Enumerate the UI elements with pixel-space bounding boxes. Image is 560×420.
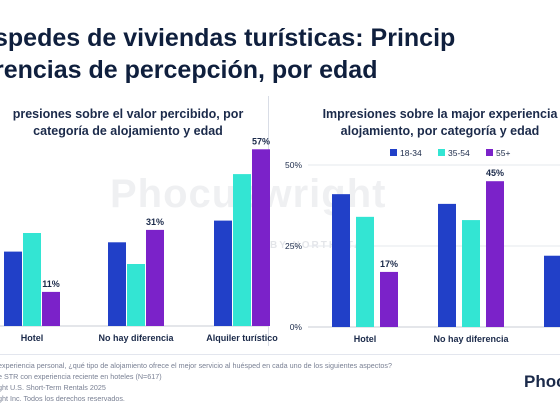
bar [462, 220, 480, 327]
page-title: spedes de viviendas turísticas: Princip … [0, 22, 560, 86]
bar [438, 203, 456, 327]
y-tick-label: 50% [285, 160, 302, 170]
bar [127, 264, 145, 326]
x-tick-label: Hotel [21, 333, 44, 343]
bar [146, 229, 164, 326]
bar [214, 220, 232, 326]
chart-title-experience-line-2: alojamiento, por categoría y edad [340, 124, 540, 138]
bar [4, 251, 22, 326]
bar [252, 149, 270, 326]
chart-title-experience: Impresiones sobre la major experiencia a… [310, 106, 560, 140]
data-label: 17% [380, 259, 398, 269]
bar [380, 271, 398, 327]
data-label: 11% [42, 279, 60, 289]
y-tick-label: 25% [285, 241, 302, 251]
footnote-copyright: ght Inc. Todos los derechos reservados. [0, 394, 125, 403]
x-tick-label: No hay diferencia [98, 333, 174, 343]
legend-swatch [438, 149, 445, 156]
legend-label: 18-34 [400, 148, 422, 158]
bar [332, 194, 350, 327]
data-label: 57% [252, 136, 270, 146]
page-title-line-1: spedes de viviendas turísticas: Princip [0, 24, 456, 52]
footnote-source: ght U.S. Short-Term Rentals 2025 [0, 383, 106, 392]
bar [233, 174, 251, 326]
x-tick-label: No hay diferencia [433, 334, 509, 344]
footnotes: experiencia personal, ¿qué tipo de aloja… [0, 360, 468, 404]
bar [23, 233, 41, 326]
footnote-base: e STR con experiencia reciente en hotele… [0, 372, 162, 381]
chart-panel-experience: Impresiones sobre la major experiencia a… [270, 92, 560, 354]
bar [544, 255, 560, 327]
bar [486, 181, 504, 327]
bar [42, 291, 60, 326]
footnote-question: experiencia personal, ¿qué tipo de aloja… [0, 361, 392, 370]
data-label: 31% [146, 217, 164, 227]
chart-title-value: presiones sobre el valor percibido, por … [8, 106, 248, 140]
chart-title-value-line-2: categoría de alojamiento y edad [33, 124, 223, 138]
footer-divider [0, 354, 560, 355]
chart-title-experience-line-1: Impresiones sobre la major experiencia [322, 107, 558, 121]
chart-title-value-line-1: presiones sobre el valor percibido, por [12, 107, 244, 121]
legend-label: 55+ [496, 148, 510, 158]
bar [108, 242, 126, 326]
brand-logo: Phoc [524, 372, 560, 391]
legend-swatch [486, 149, 493, 156]
chart-panel-value: presiones sobre el valor percibido, por … [0, 92, 268, 354]
x-tick-label: Hotel [354, 334, 377, 344]
bar [356, 216, 374, 327]
legend-swatch [390, 149, 397, 156]
data-label: 45% [486, 168, 504, 178]
x-tick-label: Alquiler turístico [206, 333, 278, 343]
y-tick-label: 0% [290, 322, 303, 332]
page-title-line-2: rencias de percepción, por edad [0, 56, 378, 84]
legend-label: 35-54 [448, 148, 470, 158]
